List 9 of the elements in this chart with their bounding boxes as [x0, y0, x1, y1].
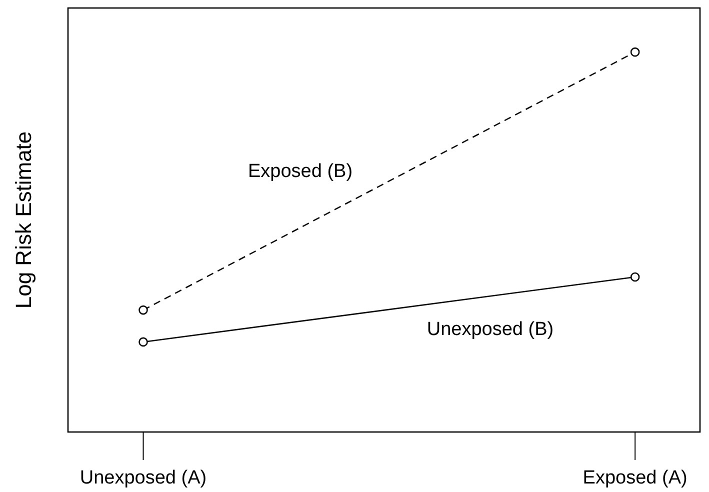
x-tick-label: Exposed (A) [582, 467, 688, 488]
x-tick-label: Unexposed (A) [80, 467, 207, 488]
series-label: Unexposed (B) [426, 318, 554, 340]
series-label: Exposed (B) [248, 161, 353, 182]
point [630, 272, 640, 282]
point [138, 337, 148, 347]
point [138, 305, 148, 315]
y-axis-title: Log Risk Estimate [10, 131, 36, 309]
point [630, 47, 640, 57]
